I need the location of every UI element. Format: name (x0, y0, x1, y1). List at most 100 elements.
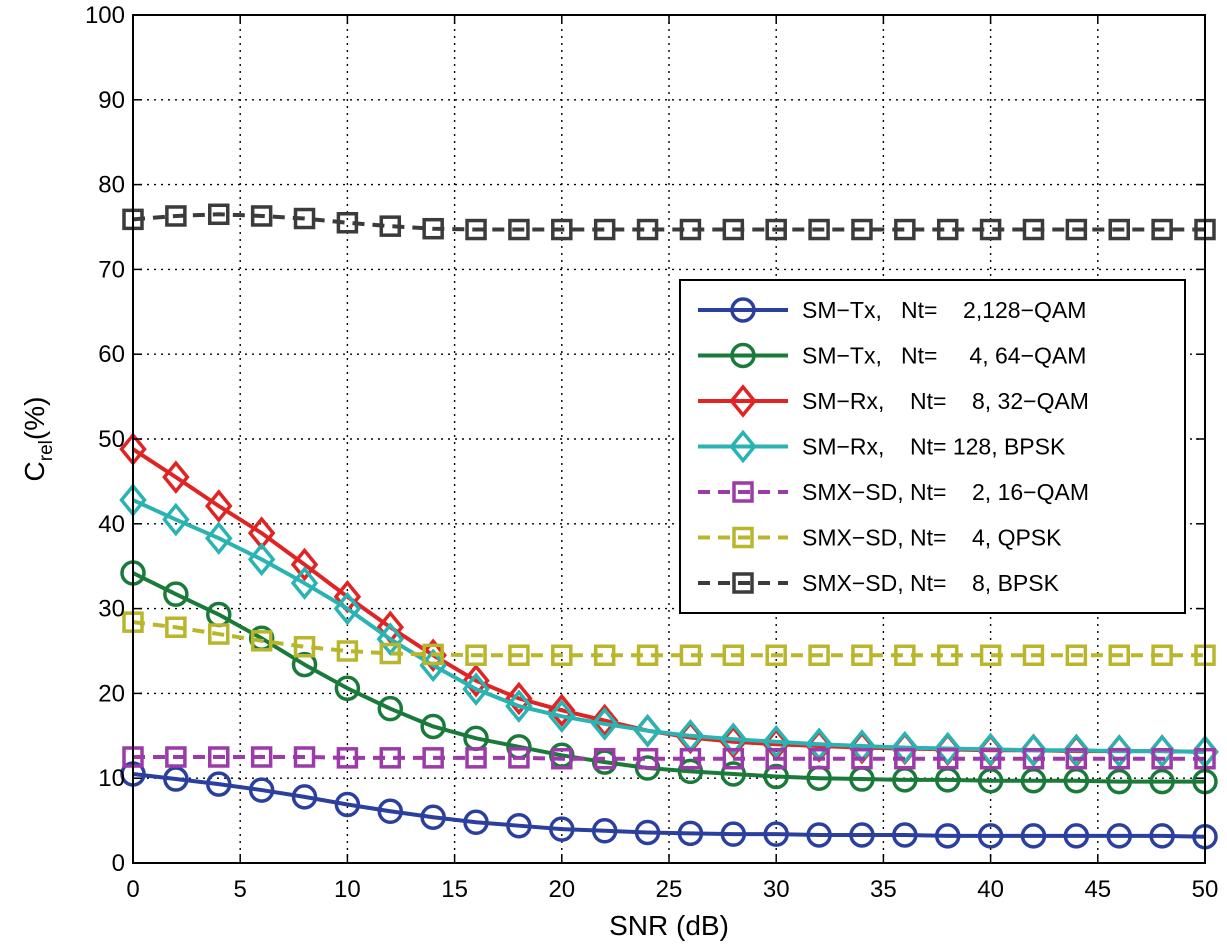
data-point (979, 747, 1002, 770)
data-point (208, 203, 230, 226)
data-point (551, 218, 573, 241)
data-point (891, 730, 919, 765)
data-point (851, 218, 873, 241)
series-group (119, 203, 1219, 850)
data-point (551, 644, 573, 666)
data-point (163, 766, 189, 792)
data-point (722, 218, 745, 241)
data-point (422, 747, 444, 769)
data-point (420, 713, 446, 740)
data-point (979, 218, 1002, 241)
y-axis-label: Crel(%) (19, 397, 57, 482)
y-axis-label-sub: rel (36, 440, 57, 461)
grid (133, 15, 1205, 863)
data-point (465, 218, 487, 241)
data-point (1108, 218, 1130, 241)
data-point (1020, 767, 1047, 794)
legend-marker (729, 429, 757, 464)
legend-marker (732, 481, 754, 503)
x-tick-label: 30 (763, 876, 790, 903)
data-point (763, 821, 789, 847)
data-point (551, 747, 573, 770)
x-tick-label: 25 (656, 876, 683, 903)
x-tick-label: 35 (870, 876, 897, 903)
y-tick-label: 100 (85, 2, 125, 29)
data-point (851, 747, 873, 770)
legend-entry-label: SM−Rx, Nt= 8, 32−QAM (802, 388, 1089, 414)
legend-marker (729, 384, 757, 418)
data-point (422, 217, 444, 240)
data-point (722, 644, 745, 666)
data-point (250, 205, 273, 227)
data-point (722, 747, 745, 770)
data-point (1065, 218, 1088, 241)
data-point (462, 672, 490, 706)
data-point (1022, 218, 1045, 241)
legend-marker (730, 342, 756, 369)
data-point (979, 644, 1002, 666)
legend-marker (732, 526, 754, 549)
data-point (936, 747, 959, 770)
data-point (379, 747, 402, 769)
data-point (636, 218, 659, 241)
data-point (1151, 644, 1173, 666)
x-tick-label: 40 (977, 876, 1004, 903)
y-tick-label: 90 (98, 87, 125, 114)
data-point (636, 747, 659, 770)
data-point (634, 755, 661, 781)
legend-entry-label: SM−Tx, Nt= 2,128−QAM (802, 297, 1086, 323)
y-tick-label: 60 (98, 341, 125, 368)
data-point (548, 699, 576, 734)
data-point (377, 798, 404, 825)
data-point (894, 218, 916, 241)
data-point (679, 218, 702, 241)
y-tick-label: 10 (98, 765, 125, 792)
y-axis-label-suffix: (%) (19, 397, 50, 441)
series-line (132, 571, 1205, 784)
data-point (677, 820, 704, 847)
data-point (719, 722, 748, 756)
data-point (247, 542, 276, 577)
legend-entry-label: SM−Rx, Nt= 128, BPSK (802, 434, 1066, 460)
x-tick-label: 20 (548, 876, 575, 903)
data-point (765, 218, 787, 241)
series-circle (120, 761, 1218, 850)
data-point (1149, 768, 1175, 795)
data-point (505, 681, 533, 716)
data-point (465, 644, 487, 666)
data-point (1108, 644, 1130, 666)
data-point (851, 644, 873, 666)
data-point (162, 460, 190, 494)
data-point (463, 809, 489, 836)
data-point (548, 693, 576, 728)
data-point (808, 218, 830, 241)
data-point (765, 747, 787, 770)
data-point (250, 630, 273, 652)
data-point (163, 581, 189, 607)
data-point (593, 747, 616, 770)
data-point (1151, 747, 1173, 770)
data-point (334, 791, 361, 818)
data-point (291, 784, 318, 810)
y-tick-label: 0 (112, 850, 125, 877)
data-point (1065, 747, 1088, 770)
data-point (762, 724, 790, 759)
x-tick-label: 15 (441, 876, 468, 903)
legend-entry-label: SM−Tx, Nt= 4, 64−QAM (802, 343, 1086, 369)
data-point (936, 644, 959, 666)
series-square (122, 203, 1216, 241)
legend-marker (730, 297, 756, 323)
data-point (336, 747, 359, 769)
data-point (334, 675, 361, 702)
data-point (505, 689, 533, 723)
data-point (720, 821, 747, 847)
data-point (336, 640, 359, 662)
x-tick-label: 45 (1084, 876, 1111, 903)
data-point (1106, 823, 1132, 849)
legend-entry-label: SMX−SD, Nt= 4, QPSK (802, 525, 1062, 551)
data-point (333, 591, 362, 626)
data-point (165, 616, 187, 639)
x-tick-label: 5 (234, 876, 247, 903)
data-point (763, 763, 789, 790)
